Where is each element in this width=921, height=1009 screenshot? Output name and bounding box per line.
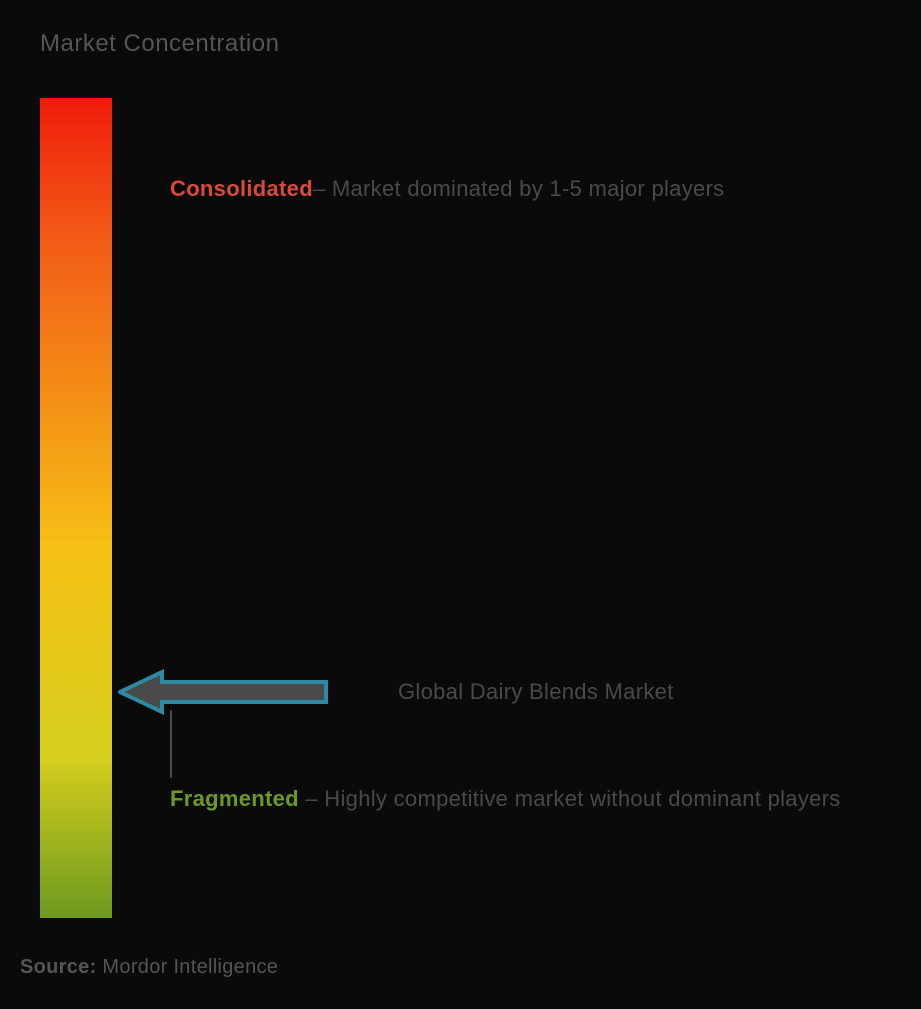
content-area: Consolidated– Market dominated by 1-5 ma… [40, 98, 881, 918]
consolidated-label: Consolidated– Market dominated by 1-5 ma… [170, 168, 861, 210]
fragmented-term: Fragmented [170, 786, 299, 811]
infographic-root: Market Concentration Consolidated– Marke… [0, 0, 921, 1009]
marker-label: Global Dairy Blends Market [398, 679, 674, 705]
source-label: Source: [20, 956, 97, 978]
fragmented-desc: – Highly competitive market without domi… [299, 786, 841, 811]
fragmented-label: Fragmented – Highly competitive market w… [170, 778, 861, 820]
marker-tick-line [170, 710, 172, 778]
concentration-gradient-bar [40, 98, 112, 918]
source-line: Source: Mordor Intelligence [20, 956, 278, 979]
consolidated-desc: – Market dominated by 1-5 major players [313, 176, 725, 201]
market-marker: Global Dairy Blends Market [118, 668, 674, 716]
arrow-left-icon [118, 668, 328, 716]
source-value: Mordor Intelligence [97, 956, 279, 978]
consolidated-term: Consolidated [170, 176, 313, 201]
page-title: Market Concentration [40, 30, 881, 58]
